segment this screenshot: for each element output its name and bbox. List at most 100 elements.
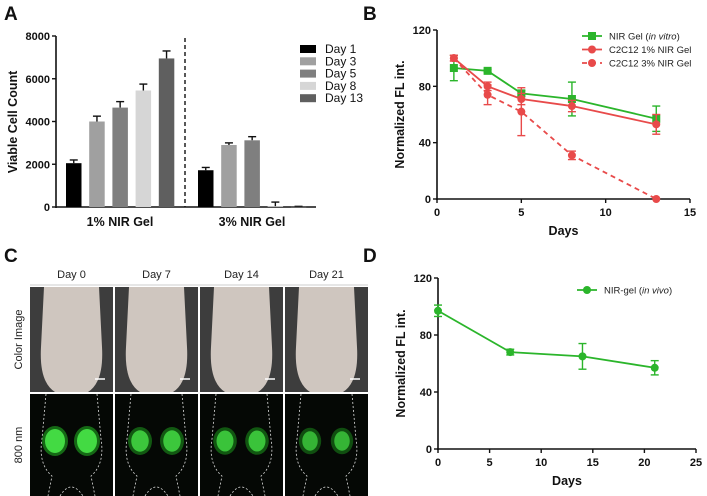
fluorescence-signal [45, 429, 65, 453]
legend-swatch [300, 57, 316, 66]
legend-swatch [300, 81, 316, 90]
legend-label: Day 5 [325, 67, 357, 81]
data-point [517, 107, 526, 116]
legend-swatch [300, 45, 316, 53]
image-background [285, 394, 368, 496]
fluorescence-signal [248, 430, 266, 452]
legend-label-end: ) [669, 286, 672, 297]
legend-swatch [300, 94, 316, 103]
legend-label-end: ) [677, 32, 680, 43]
color-image [115, 287, 198, 392]
bar-day-3 [89, 121, 105, 207]
data-point [567, 102, 576, 111]
panel-label-a: A [4, 4, 18, 25]
color-image [285, 287, 368, 392]
mouse-body [295, 287, 358, 392]
mouse-body [125, 287, 188, 392]
panel-label-d: D [363, 246, 377, 267]
y-tick-label: 6000 [26, 74, 50, 86]
bar-day-13 [158, 58, 175, 207]
column-label: Day 0 [57, 269, 86, 281]
column-label: Day 14 [224, 269, 259, 281]
bar-day-8 [135, 90, 152, 207]
data-point [449, 64, 458, 73]
image-background [30, 394, 113, 496]
x-group-label: 1% NIR Gel [87, 215, 154, 229]
y-tick-label: 0 [426, 444, 432, 456]
data-point [578, 352, 587, 361]
panel-label-b: B [363, 4, 377, 25]
data-point [483, 66, 492, 75]
fluorescence-signal [334, 431, 350, 451]
mouse-body [40, 287, 103, 392]
data-point [483, 90, 492, 99]
y-axis-label: Normalized FL int. [394, 309, 408, 417]
x-axis-label: Days [552, 474, 582, 488]
legend-label-italic: in vivo [642, 286, 669, 297]
panel-label-c: C [4, 246, 18, 267]
legend-label: NIR-gel (in vivo) [604, 286, 672, 297]
fluorescence-image [30, 393, 113, 496]
x-tick-label: 15 [684, 207, 696, 219]
y-axis-label: Normalized FL int. [393, 60, 407, 168]
fluorescence-signal [163, 430, 181, 452]
x-axis-label: Days [549, 224, 579, 238]
x-tick-label: 10 [600, 207, 612, 219]
legend-label-italic: in vitro [649, 32, 677, 43]
fluorescence-image [115, 393, 198, 496]
legend-swatch [300, 69, 316, 78]
bar-day-5 [244, 140, 260, 207]
legend-label-text: NIR Gel ( [609, 32, 649, 43]
data-point [449, 54, 458, 63]
legend-marker [583, 286, 591, 294]
legend-label: Day 3 [325, 54, 357, 68]
y-tick-label: 40 [420, 387, 432, 399]
data-point [567, 95, 576, 104]
bar-day-13 [290, 206, 307, 208]
y-tick-label: 80 [420, 330, 432, 342]
series-line [437, 309, 655, 369]
y-tick-label: 8000 [26, 31, 50, 43]
y-tick-label: 80 [419, 81, 431, 93]
fluorescence-image [285, 393, 368, 496]
panel-c-images: Day 0 Day 7 Day 14 Day 21 Color Image 800 nm [13, 269, 368, 496]
image-background [200, 394, 283, 496]
mouse-outline [125, 393, 188, 496]
x-tick-label: 20 [638, 457, 650, 469]
mouse-outline [40, 393, 103, 496]
x-tick-label: 25 [690, 457, 702, 469]
bar-day-5 [112, 107, 128, 207]
legend-label: Day 1 [325, 42, 357, 56]
legend-label: Day 8 [325, 79, 357, 93]
panel-d-line-chart: 0 40 80 120 0 5 10 15 20 25 Days Normalized FL int.… [394, 273, 702, 488]
legend-marker [588, 59, 596, 67]
data-point [567, 151, 576, 160]
mouse-outline [210, 393, 273, 496]
y-tick-label: 4000 [26, 117, 50, 129]
legend-label-text: C2C12 1% NIR Gel [609, 45, 691, 56]
column-label: Day 7 [142, 269, 171, 281]
fluorescence-signal [77, 429, 97, 453]
bar-day-8 [267, 206, 284, 207]
data-point [652, 195, 661, 203]
x-tick-label: 15 [587, 457, 599, 469]
y-tick-label: 120 [414, 273, 432, 285]
data-point [650, 363, 659, 372]
row-label: Color Image [13, 310, 25, 370]
legend-label-text: NIR-gel ( [604, 286, 643, 297]
legend-marker [588, 32, 596, 40]
color-image [200, 287, 283, 392]
bar-day-1 [198, 170, 214, 207]
legend-label: NIR Gel (in vitro) [609, 32, 680, 43]
bar-day-3 [221, 145, 237, 207]
legend-marker [588, 45, 596, 54]
color-image [30, 287, 113, 392]
y-tick-label: 40 [419, 138, 431, 150]
x-tick-label: 0 [434, 207, 440, 219]
mouse-outline [295, 393, 358, 496]
y-tick-label: 0 [425, 194, 431, 206]
y-tick-label: 2000 [26, 159, 50, 171]
legend-label-text: C2C12 3% NIR Gel [609, 59, 691, 70]
x-tick-label: 5 [487, 457, 493, 469]
